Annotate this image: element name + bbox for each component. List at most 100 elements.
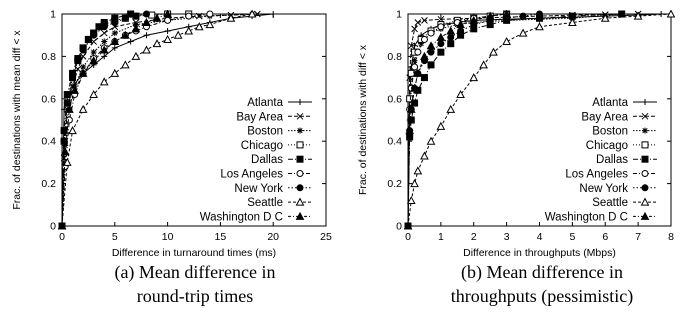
- data-point: [420, 151, 429, 160]
- data-point: [535, 22, 544, 31]
- data-point: [600, 13, 610, 22]
- data-point: [410, 179, 419, 188]
- data-point: [78, 68, 88, 77]
- y-tick-label: 0.4: [387, 136, 402, 148]
- plot-frame: [61, 13, 327, 227]
- data-point: [90, 49, 97, 56]
- data-point: [427, 61, 435, 69]
- data-point: [618, 10, 626, 18]
- data-point: [407, 69, 415, 77]
- y-tick-label: 0: [396, 221, 402, 233]
- data-point: [411, 42, 418, 49]
- legend-marker: [641, 155, 649, 163]
- data-point: [658, 11, 665, 17]
- data-point: [111, 30, 118, 37]
- data-point: [568, 17, 577, 26]
- x-tick-label: 5: [112, 231, 118, 243]
- data-point: [89, 90, 99, 99]
- data-point: [131, 24, 141, 33]
- series-seattle: [58, 10, 257, 230]
- data-point: [70, 85, 80, 94]
- y-tick-label: 0.8: [387, 51, 402, 63]
- data-point: [101, 38, 108, 45]
- series-line: [61, 13, 274, 227]
- data-point: [437, 23, 445, 31]
- x-tick-label: 7: [635, 231, 641, 243]
- data-point: [413, 166, 423, 175]
- chart-panel-throughput: 0 1 2 3 4 5 6 7 8 0 0.2 0.4 0.6 0.8 1 Difference in thr…: [357, 9, 675, 307]
- x-tick-label: 8: [668, 231, 674, 243]
- data-point: [79, 46, 87, 54]
- data-point: [110, 37, 120, 46]
- data-point: [270, 11, 277, 17]
- data-point: [142, 17, 151, 26]
- legend-label: Boston: [247, 126, 283, 138]
- y-tick-label: 0.2: [387, 178, 402, 190]
- legend-marker: [642, 127, 648, 134]
- data-point: [436, 121, 446, 130]
- legend-label: Dallas: [251, 154, 283, 166]
- data-point: [446, 104, 456, 113]
- data-point: [99, 45, 109, 54]
- data-point: [121, 14, 129, 22]
- data-point: [456, 90, 465, 99]
- data-point: [111, 44, 118, 51]
- data-point: [414, 48, 422, 56]
- figure-caption-line: (a) Mean difference in: [114, 262, 275, 283]
- data-point: [437, 40, 445, 48]
- figure-caption-line: (b) Mean difference in: [461, 262, 623, 283]
- data-point: [69, 74, 77, 82]
- legend-marker: [641, 184, 649, 192]
- data-point: [426, 41, 436, 50]
- data-point: [405, 126, 414, 135]
- data-point: [121, 30, 130, 39]
- data-point: [99, 77, 109, 86]
- data-point: [142, 45, 151, 54]
- data-point: [457, 27, 465, 35]
- legend: Atlanta Bay Area Boston Chicago Dallas Los An…: [545, 97, 657, 223]
- legend-label: Bay Area: [236, 111, 283, 123]
- data-point: [418, 40, 425, 47]
- data-point: [60, 127, 68, 135]
- data-point: [143, 32, 150, 39]
- x-tick-label: 3: [504, 231, 510, 243]
- x-tick-label: 10: [162, 231, 174, 243]
- data-point: [121, 60, 130, 69]
- series-new-york: [58, 10, 150, 230]
- data-point: [411, 57, 418, 64]
- y-tick-label: 0.6: [41, 93, 56, 105]
- legend-label: Seattle: [247, 197, 283, 209]
- data-point: [502, 37, 511, 46]
- x-axis-label: Difference in throughputs (Mbps): [463, 247, 616, 259]
- data-point: [74, 57, 82, 65]
- legend-marker: [641, 170, 649, 177]
- data-point: [58, 221, 67, 230]
- data-point: [411, 99, 419, 107]
- data-point: [420, 35, 428, 43]
- data-point: [485, 11, 495, 20]
- data-point: [427, 29, 435, 37]
- data-point: [90, 31, 98, 39]
- data-point: [100, 23, 108, 31]
- legend-label: Boston: [592, 126, 628, 138]
- x-tick-label: 2: [471, 231, 477, 243]
- y-tick-label: 0: [50, 221, 56, 233]
- data-point: [518, 28, 528, 37]
- legend-marker: [296, 141, 304, 149]
- data-point: [173, 30, 183, 39]
- series-los-angeles: [58, 10, 214, 230]
- data-point: [406, 104, 416, 113]
- data-point: [131, 51, 141, 60]
- data-point: [78, 104, 88, 113]
- data-point: [100, 29, 108, 37]
- data-point: [427, 48, 435, 56]
- legend-marker: [296, 155, 304, 163]
- legend-marker: [641, 112, 649, 120]
- x-tick-label: 20: [267, 231, 279, 243]
- legend-marker: [640, 197, 650, 206]
- data-point: [61, 106, 68, 113]
- data-point: [420, 51, 429, 60]
- data-point: [407, 42, 415, 50]
- x-tick-label: 5: [569, 231, 575, 243]
